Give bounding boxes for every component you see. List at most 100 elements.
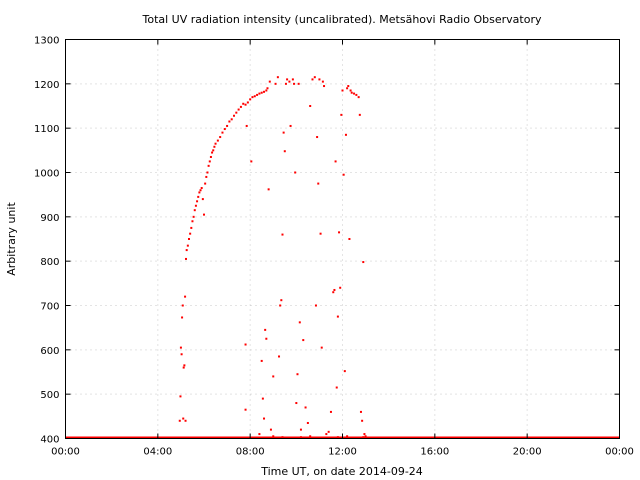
x-tick-label: 08:00	[236, 447, 265, 458]
data-point	[228, 120, 231, 123]
data-point	[272, 435, 275, 438]
data-point	[327, 430, 330, 433]
data-point	[189, 232, 192, 235]
y-tick-label: 1000	[34, 169, 59, 180]
data-point	[314, 304, 317, 307]
data-point	[244, 343, 247, 346]
data-point	[278, 355, 281, 358]
data-point	[266, 87, 269, 90]
data-point	[258, 433, 261, 436]
y-tick-label: 1300	[34, 36, 59, 47]
data-point	[265, 337, 268, 340]
data-point	[176, 436, 179, 439]
data-point	[193, 209, 196, 212]
data-point	[327, 436, 330, 439]
data-point	[274, 82, 277, 85]
data-point	[242, 102, 245, 105]
data-point	[291, 78, 294, 81]
data-point	[281, 436, 284, 439]
data-point	[358, 113, 361, 116]
data-point	[268, 80, 271, 83]
data-point	[362, 261, 365, 264]
data-point	[182, 366, 185, 369]
data-point	[353, 92, 356, 95]
y-axis-label: Arbitrary unit	[5, 202, 18, 276]
data-point	[302, 339, 305, 342]
data-point	[258, 92, 261, 95]
data-point	[349, 89, 352, 92]
data-point	[284, 82, 287, 85]
data-point	[199, 189, 202, 192]
data-point	[253, 95, 256, 98]
data-point	[344, 133, 347, 136]
data-point	[335, 386, 338, 389]
data-point	[298, 321, 301, 324]
data-point	[207, 164, 210, 167]
data-point	[216, 139, 219, 142]
data-point	[357, 96, 360, 99]
data-point	[336, 436, 339, 439]
axis-ticks: 00:00 04:00 08:00 12:00 16:00 20:00 00:0040050…	[34, 36, 634, 458]
data-point	[184, 295, 187, 298]
data-point	[346, 435, 349, 438]
data-point	[323, 85, 326, 88]
data-point	[204, 182, 207, 185]
data-point	[317, 182, 320, 185]
data-point	[362, 436, 365, 439]
y-tick-label: 1200	[34, 80, 59, 91]
y-tick-label: 700	[40, 302, 59, 313]
data-point	[269, 428, 272, 431]
data-point	[336, 315, 339, 318]
data-point	[311, 78, 314, 81]
data-point	[294, 171, 297, 174]
y-tick-label: 500	[40, 390, 59, 401]
x-tick-label: 04:00	[143, 447, 172, 458]
x-tick-label: 16:00	[420, 447, 449, 458]
data-point	[209, 155, 212, 158]
data-point	[205, 175, 208, 178]
data-point	[246, 101, 249, 104]
data-point	[256, 436, 259, 439]
data-point	[190, 226, 193, 229]
data-point	[194, 204, 197, 207]
data-point	[350, 91, 353, 94]
data-point	[309, 105, 312, 107]
data-point	[289, 124, 292, 127]
data-point	[239, 105, 242, 108]
data-point	[206, 171, 209, 174]
data-point	[321, 80, 324, 83]
data-point	[226, 124, 229, 127]
data-point	[297, 82, 300, 85]
data-point	[180, 353, 183, 356]
data-point	[200, 187, 203, 190]
data-point	[348, 238, 351, 240]
data-point	[256, 93, 259, 96]
data-point	[214, 142, 217, 145]
data-point	[201, 198, 204, 201]
data-point	[203, 213, 205, 216]
data-point	[347, 85, 350, 88]
data-point	[339, 286, 342, 289]
x-tick-label: 12:00	[328, 447, 357, 458]
data-point	[208, 160, 211, 163]
data-point	[233, 114, 236, 117]
data-point	[184, 257, 187, 260]
data-point	[316, 136, 319, 139]
data-point	[230, 118, 233, 121]
data-point	[261, 397, 264, 400]
data-point	[192, 215, 195, 218]
data-point	[313, 76, 316, 79]
data-point	[244, 103, 247, 106]
x-axis-label: Time UT, on date 2014-09-24	[260, 465, 423, 478]
data-point	[340, 113, 343, 116]
data-point	[276, 76, 279, 79]
data-point	[198, 191, 201, 194]
x-tick-label: 00:00	[605, 447, 634, 458]
data-point	[221, 131, 224, 134]
data-point	[325, 433, 328, 436]
data-point	[182, 417, 185, 420]
data-point	[329, 410, 332, 413]
data-point	[282, 131, 285, 134]
data-point	[364, 435, 367, 438]
